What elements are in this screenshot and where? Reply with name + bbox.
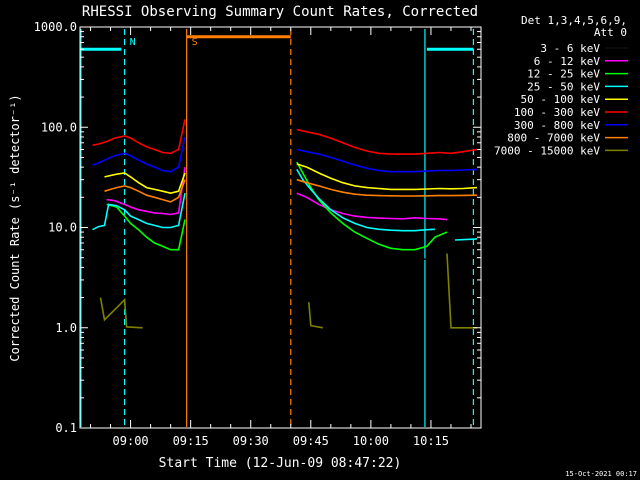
series-line [106, 166, 186, 216]
series-line [296, 163, 478, 191]
series-line [296, 209, 448, 261]
legend-header: Det 1,3,4,5,6,9,Att 0 [521, 14, 627, 39]
series-line [296, 148, 478, 173]
y-tick-label: 10.0 [48, 221, 77, 235]
series-1 [106, 166, 448, 221]
y-tick-label: 1.0 [55, 321, 77, 335]
legend-label: 3 - 6 keV [540, 42, 600, 55]
series-3 [92, 168, 478, 241]
legend-header-line: Det 1,3,4,5,6,9, [521, 14, 627, 27]
series-line [296, 192, 448, 221]
legend-label: 25 - 50 keV [527, 80, 600, 93]
y-tick-label: 0.1 [55, 421, 77, 435]
series-line [296, 168, 478, 241]
series-line [92, 193, 186, 231]
legend-label: 7000 - 15000 keV [494, 144, 600, 157]
series-line [106, 203, 186, 251]
legend-header-line: Att 0 [594, 26, 627, 39]
series-0 [108, 209, 448, 265]
legend-label: 800 - 7000 keV [507, 132, 600, 145]
x-tick-label: 09:15 [173, 434, 209, 448]
time-marker-label: N [130, 37, 136, 48]
series-line [446, 253, 477, 329]
series-line [296, 128, 478, 155]
series-5 [92, 119, 478, 155]
y-axis-label: Corrected Count Rate (s⁻¹ detector⁻¹) [8, 94, 22, 361]
series-line [104, 179, 186, 203]
x-tick-label: 10:15 [413, 434, 449, 448]
legend-label: 100 - 300 keV [514, 106, 600, 119]
x-tick-label: 09:00 [113, 434, 149, 448]
y-tick-label: 1000.0 [34, 20, 77, 34]
legend-label: 6 - 12 keV [534, 55, 601, 68]
series-4 [104, 163, 478, 195]
x-tick-label: 09:45 [293, 434, 329, 448]
legend-label: 12 - 25 keV [527, 68, 600, 81]
x-tick-label: 10:00 [353, 434, 389, 448]
series-8 [99, 253, 477, 329]
legend-label: 300 - 800 keV [514, 119, 600, 132]
level-bars [80, 35, 474, 51]
x-tick-label: 09:30 [233, 434, 269, 448]
series-line [104, 172, 186, 195]
x-axis: 09:00 09:15 09:30 09:45 10:00 10:15 [90, 27, 472, 448]
chart-title: RHESSI Observing Summary Count Rates, Co… [82, 4, 478, 20]
time-marker-label: S [192, 37, 198, 48]
series-line [92, 119, 186, 155]
footer-timestamp: 15-Oct-2021 00:17 [565, 470, 637, 478]
series-line [92, 136, 186, 173]
series-line [296, 178, 478, 197]
series-6 [92, 136, 478, 173]
y-axis: 0.1 1.0 10.0 100.0 1000.0 [34, 20, 481, 435]
legend-label: 50 - 100 keV [521, 93, 601, 106]
series-line [308, 302, 323, 329]
series-7 [104, 178, 478, 203]
series-line [99, 297, 143, 329]
series-line [108, 218, 186, 265]
x-axis-label: Start Time (12-Jun-09 08:47:22) [159, 456, 402, 471]
series-group [92, 119, 478, 329]
y-tick-label: 100.0 [41, 120, 77, 134]
